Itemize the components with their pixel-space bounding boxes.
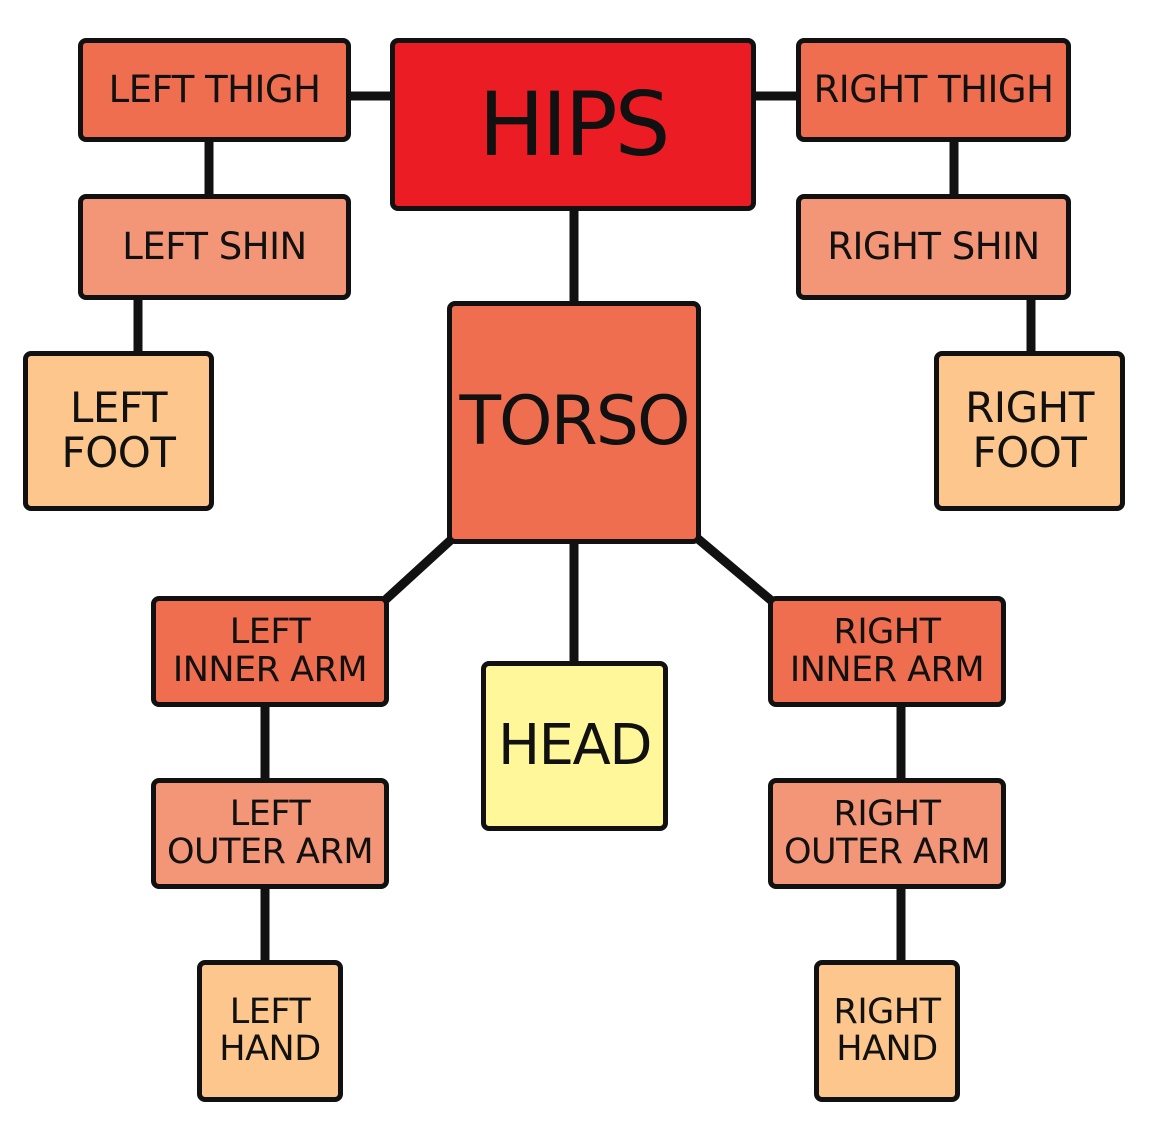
right-inner-arm-label-line2: INNER ARM bbox=[789, 649, 985, 690]
left-outer-arm-node: LEFT OUTER ARM bbox=[151, 778, 389, 889]
left-outer-arm-label-line2: OUTER ARM bbox=[166, 831, 374, 872]
hips-node: HIPS bbox=[390, 38, 756, 211]
left-outer-arm-label-line1: LEFT bbox=[229, 794, 311, 835]
left-foot-node: LEFT FOOT bbox=[23, 351, 214, 511]
head-label: HEAD bbox=[498, 713, 652, 779]
right-hand-label-line2: HAND bbox=[836, 1029, 938, 1069]
right-shin-node: RIGHT SHIN bbox=[796, 194, 1071, 300]
right-shin-label: RIGHT SHIN bbox=[827, 225, 1040, 269]
right-outer-arm-label-line1: RIGHT bbox=[833, 794, 941, 835]
left-thigh-node: LEFT THIGH bbox=[78, 38, 351, 142]
torso-node: TORSO bbox=[447, 301, 701, 544]
left-hand-label-line2: HAND bbox=[219, 1029, 321, 1069]
left-inner-arm-label-line1: LEFT bbox=[229, 612, 311, 653]
torso-label: TORSO bbox=[459, 382, 691, 462]
right-outer-arm-label-line2: OUTER ARM bbox=[783, 831, 991, 872]
left-foot-label-line1: LEFT bbox=[69, 383, 168, 433]
hips-label: HIPS bbox=[478, 72, 670, 176]
right-foot-node: RIGHT FOOT bbox=[934, 351, 1125, 511]
right-inner-arm-label-line1: RIGHT bbox=[833, 612, 941, 653]
left-hand-label-line1: LEFT bbox=[229, 991, 311, 1032]
left-shin-node: LEFT SHIN bbox=[78, 194, 351, 300]
left-thigh-label: LEFT THIGH bbox=[108, 68, 321, 112]
right-hand-label-line1: RIGHT bbox=[833, 991, 941, 1032]
connector-torso-to-left-inner-arm bbox=[379, 534, 457, 606]
right-foot-label-line1: RIGHT bbox=[965, 383, 1094, 433]
left-inner-arm-label-line2: INNER ARM bbox=[172, 649, 368, 690]
head-node: HEAD bbox=[481, 661, 668, 831]
right-hand-node: RIGHT HAND bbox=[814, 960, 960, 1102]
left-inner-arm-node: LEFT INNER ARM bbox=[151, 596, 389, 707]
left-shin-label: LEFT SHIN bbox=[122, 225, 307, 269]
right-foot-label-line2: FOOT bbox=[972, 428, 1087, 477]
right-outer-arm-node: RIGHT OUTER ARM bbox=[768, 778, 1006, 889]
right-thigh-label: RIGHT THIGH bbox=[813, 68, 1054, 112]
right-thigh-node: RIGHT THIGH bbox=[796, 38, 1071, 142]
connector-torso-to-right-inner-arm bbox=[694, 534, 776, 606]
left-hand-node: LEFT HAND bbox=[197, 960, 343, 1102]
left-foot-label-line2: FOOT bbox=[61, 428, 176, 477]
right-inner-arm-node: RIGHT INNER ARM bbox=[768, 596, 1006, 707]
